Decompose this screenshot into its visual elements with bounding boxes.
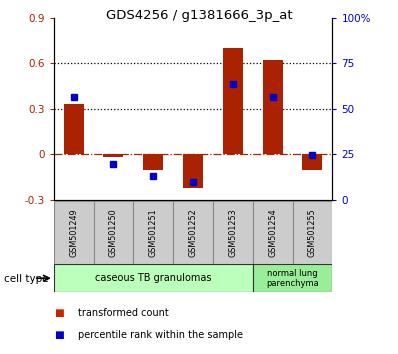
Bar — [183, 154, 203, 188]
Text: percentile rank within the sample: percentile rank within the sample — [78, 330, 243, 339]
Bar — [133, 201, 173, 264]
Text: GDS4256 / g1381666_3p_at: GDS4256 / g1381666_3p_at — [106, 9, 292, 22]
Text: normal lung
parenchyma: normal lung parenchyma — [266, 269, 319, 288]
Bar — [263, 60, 283, 154]
Bar — [213, 201, 253, 264]
Bar — [143, 154, 163, 170]
Bar — [54, 264, 253, 292]
Bar — [223, 48, 243, 154]
Text: ■: ■ — [54, 330, 63, 339]
Text: GSM501253: GSM501253 — [228, 208, 237, 257]
Bar — [94, 201, 133, 264]
Text: GSM501249: GSM501249 — [69, 208, 78, 257]
Text: caseous TB granulomas: caseous TB granulomas — [95, 273, 211, 283]
Text: GSM501255: GSM501255 — [308, 208, 317, 257]
Text: cell type: cell type — [4, 274, 49, 284]
Text: transformed count: transformed count — [78, 308, 168, 318]
Bar — [302, 154, 322, 170]
Text: GSM501251: GSM501251 — [149, 208, 158, 257]
Text: GSM501252: GSM501252 — [189, 208, 197, 257]
Text: ■: ■ — [54, 308, 63, 318]
Bar — [253, 201, 293, 264]
Bar — [173, 201, 213, 264]
Bar — [293, 201, 332, 264]
Bar — [103, 154, 123, 158]
Bar — [64, 104, 84, 154]
Bar — [54, 201, 94, 264]
Text: GSM501250: GSM501250 — [109, 208, 118, 257]
Bar — [253, 264, 332, 292]
Text: GSM501254: GSM501254 — [268, 208, 277, 257]
